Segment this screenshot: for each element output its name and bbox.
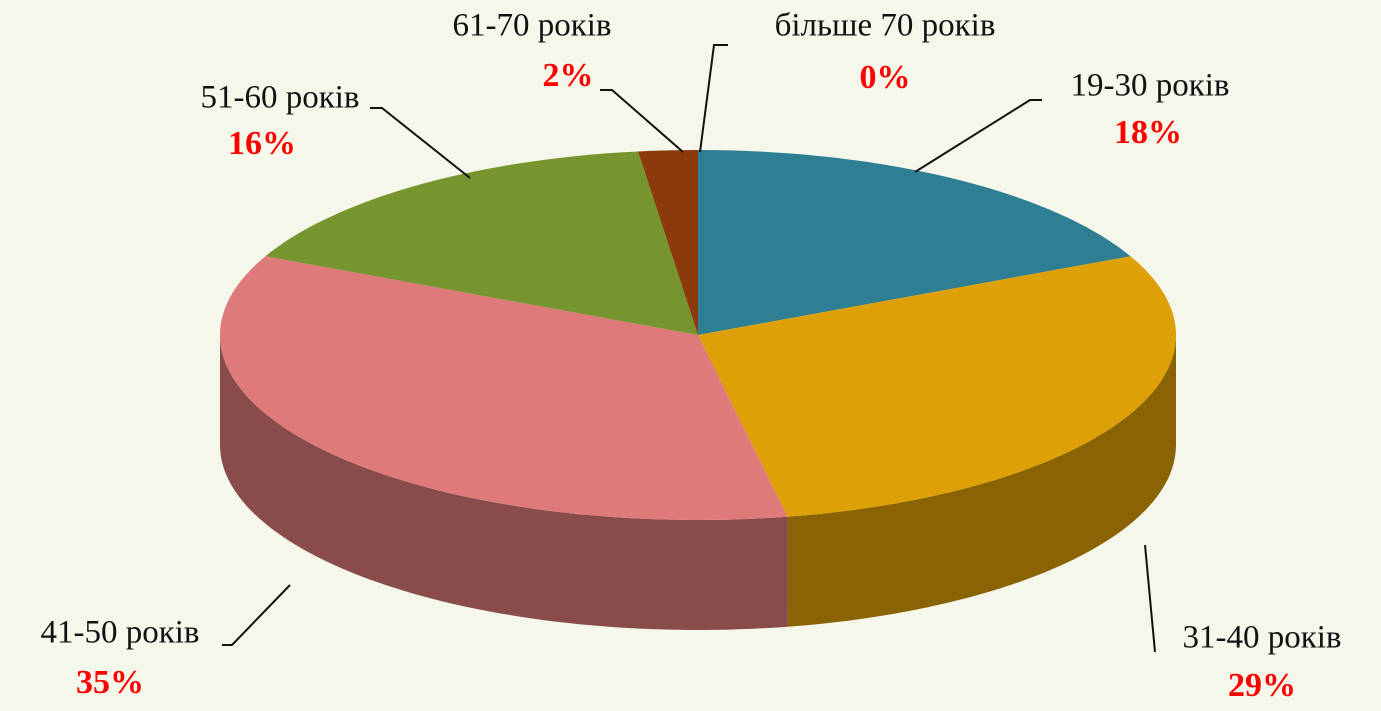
slice <box>220 256 788 520</box>
value-label: 16% <box>228 125 296 162</box>
slice <box>265 151 698 335</box>
category-label: більше 70 років <box>775 8 996 44</box>
category-label: 61-70 років <box>452 8 611 44</box>
value-label: 18% <box>1114 114 1182 151</box>
leader-line <box>914 99 1042 173</box>
category-label: 51-60 років <box>200 80 359 116</box>
value-label: 35% <box>76 664 144 701</box>
value-label: 29% <box>1228 667 1296 704</box>
leader-line <box>699 44 728 153</box>
leader-line <box>600 89 684 153</box>
value-label: 0% <box>860 59 911 96</box>
slice-side <box>220 335 788 630</box>
leader-line <box>1144 544 1156 653</box>
slice <box>698 150 1131 335</box>
category-label: 31-40 років <box>1182 620 1341 656</box>
category-label: 41-50 років <box>40 615 199 651</box>
leader-line <box>370 107 471 179</box>
slice <box>638 150 698 335</box>
value-label: 2% <box>543 57 594 94</box>
slice-side <box>787 335 1176 627</box>
category-label: 19-30 років <box>1070 68 1229 104</box>
slice <box>698 256 1176 517</box>
leader-line <box>222 584 291 646</box>
